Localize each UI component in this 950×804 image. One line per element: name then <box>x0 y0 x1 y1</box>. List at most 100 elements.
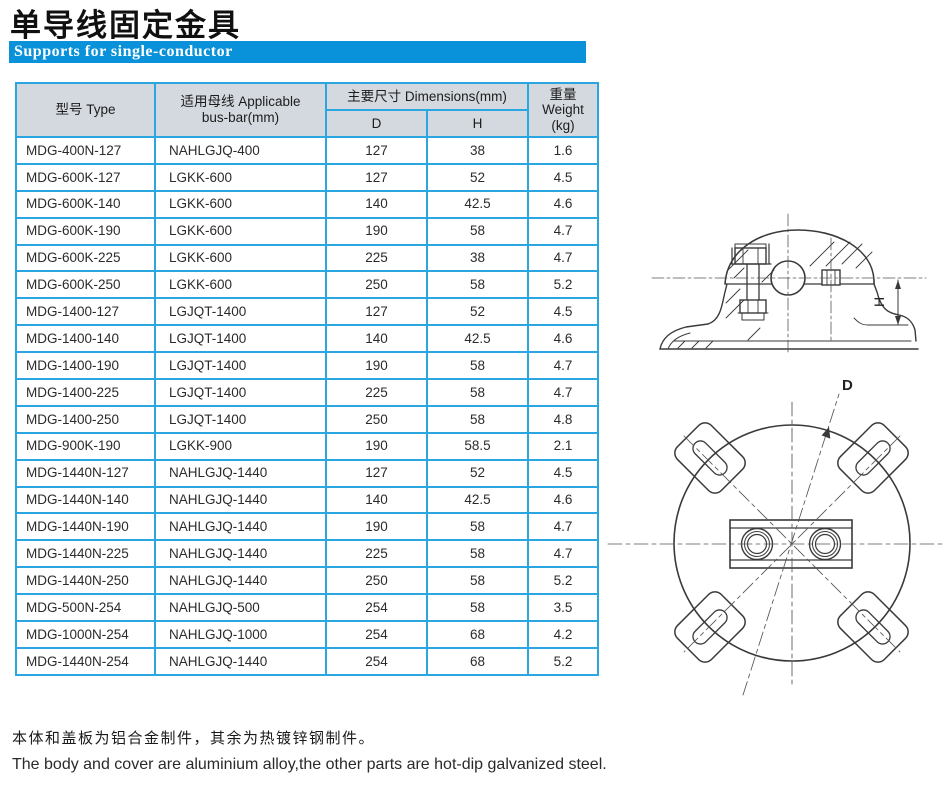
table-cell: MDG-1440N-140 <box>15 485 156 515</box>
table-cell: 58 <box>425 593 530 623</box>
table-cell: MDG-500N-254 <box>15 593 156 623</box>
table-cell: 4.2 <box>527 620 600 649</box>
table-row: MDG-1440N-250 NAHLGJQ-1440 250 58 5.2 <box>15 566 600 596</box>
table-cell: 4.5 <box>527 458 600 488</box>
table-cell: 127 <box>325 458 428 488</box>
table-row: MDG-1440N-225 NAHLGJQ-1440 225 58 4.7 <box>15 539 600 569</box>
header-weight-line2: Weight <box>542 102 584 118</box>
table-cell: LGJQT-1400 <box>154 404 327 434</box>
material-notes: 本体和盖板为铝合金制件，其余为热镀锌钢制件。 The body and cove… <box>12 727 942 778</box>
table-cell: MDG-400N-127 <box>15 136 156 165</box>
table-cell: 4.5 <box>527 162 600 192</box>
table-row: MDG-1400-140 LGJQT-1400 140 42.5 4.6 <box>15 324 600 354</box>
h-dimension: H <box>853 279 909 326</box>
table-cell: 190 <box>325 431 428 461</box>
table-cell: 190 <box>325 216 428 246</box>
d-dimension: D <box>821 377 853 439</box>
table-cell: 140 <box>325 189 428 219</box>
table-cell: NAHLGJQ-1440 <box>154 566 327 596</box>
table-cell: 52 <box>425 162 530 192</box>
table-cell: 5.2 <box>527 270 600 300</box>
table-cell: 58 <box>425 378 530 407</box>
table-cell: 5.2 <box>527 566 600 596</box>
table-row: MDG-600K-127 LGKK-600 127 52 4.5 <box>15 162 600 192</box>
table-cell: LGKK-600 <box>154 162 327 192</box>
spec-table-body: MDG-400N-127 NAHLGJQ-400 127 38 1.6 MDG-600K-… <box>15 136 600 676</box>
table-cell: 4.8 <box>527 404 600 434</box>
table-cell: 127 <box>325 136 428 165</box>
corner-tabs <box>674 422 909 663</box>
table-row: MDG-1440N-254 NAHLGJQ-1440 254 68 5.2 <box>15 646 600 676</box>
table-cell: NAHLGJQ-1440 <box>154 485 327 515</box>
table-cell: 127 <box>325 162 428 192</box>
table-cell: 58 <box>425 566 530 596</box>
table-cell: MDG-1400-140 <box>15 324 156 354</box>
table-cell: 190 <box>325 512 428 542</box>
table-cell: LGKK-600 <box>154 270 327 300</box>
table-cell: 38 <box>425 243 530 273</box>
section-banner-label: Supports for single-conductor <box>14 43 233 60</box>
table-cell: MDG-1000N-254 <box>15 620 156 649</box>
table-cell: 42.5 <box>425 324 530 354</box>
note-english: The body and cover are aluminium alloy,t… <box>12 756 607 773</box>
table-cell: 52 <box>425 458 530 488</box>
table-cell: MDG-600K-225 <box>15 243 156 273</box>
table-cell: 42.5 <box>425 189 530 219</box>
table-cell: LGKK-600 <box>154 243 327 273</box>
table-cell: 127 <box>325 297 428 327</box>
table-cell: NAHLGJQ-400 <box>154 136 327 165</box>
header-busbar-line2: bus-bar(mm) <box>201 110 280 125</box>
table-cell: LGKK-600 <box>154 189 327 219</box>
base-outline <box>673 424 911 662</box>
table-cell: 140 <box>325 324 428 354</box>
table-cell: NAHLGJQ-1440 <box>154 458 327 488</box>
table-cell: 58 <box>425 539 530 569</box>
table-cell: 4.7 <box>527 539 600 569</box>
header-dimensions: 主要尺寸 Dimensions(mm) <box>324 82 530 111</box>
table-cell: MDG-900K-190 <box>15 431 156 461</box>
table-cell: MDG-1400-225 <box>15 378 156 407</box>
table-cell: MDG-1440N-127 <box>15 458 156 488</box>
table-cell: 4.7 <box>527 351 600 381</box>
table-cell: LGJQT-1400 <box>154 378 327 407</box>
table-row: MDG-1400-225 LGJQT-1400 225 58 4.7 <box>15 378 600 407</box>
table-row: MDG-1440N-190 NAHLGJQ-1440 190 58 4.7 <box>15 512 600 542</box>
table-cell: 68 <box>425 646 530 676</box>
table-row: MDG-1000N-254 NAHLGJQ-1000 254 68 4.2 <box>15 620 600 649</box>
table-cell: MDG-600K-127 <box>15 162 156 192</box>
table-cell: 4.5 <box>527 297 600 327</box>
table-cell: 4.6 <box>527 485 600 515</box>
table-cell: MDG-1440N-225 <box>15 539 156 569</box>
table-row: MDG-400N-127 NAHLGJQ-400 127 38 1.6 <box>15 136 600 165</box>
table-cell: LGKK-900 <box>154 431 327 461</box>
header-weight: 重量 Weight (kg) <box>527 82 600 138</box>
table-row: MDG-1400-190 LGJQT-1400 190 58 4.7 <box>15 351 600 381</box>
table-cell: MDG-1440N-250 <box>15 566 156 596</box>
table-row: MDG-900K-190 LGKK-900 190 58.5 2.1 <box>15 431 600 461</box>
table-cell: NAHLGJQ-1000 <box>154 620 327 649</box>
table-cell: 4.6 <box>527 189 600 219</box>
d-dimension-label: D <box>842 377 853 394</box>
table-cell: NAHLGJQ-1440 <box>154 646 327 676</box>
table-row: MDG-600K-140 LGKK-600 140 42.5 4.6 <box>15 189 600 219</box>
table-row: MDG-1400-250 LGJQT-1400 250 58 4.8 <box>15 404 600 434</box>
table-cell: 58 <box>425 216 530 246</box>
table-cell: 58 <box>425 351 530 381</box>
table-row: MDG-1440N-127 NAHLGJQ-1440 127 52 4.5 <box>15 458 600 488</box>
table-cell: 38 <box>425 136 530 165</box>
table-cell: 58 <box>425 512 530 542</box>
clamp-body <box>707 283 917 342</box>
table-cell: MDG-1400-127 <box>15 297 156 327</box>
table-row: MDG-600K-225 LGKK-600 225 38 4.7 <box>15 243 600 273</box>
table-cell: 4.7 <box>527 512 600 542</box>
table-cell: 68 <box>425 620 530 649</box>
table-cell: 250 <box>325 566 428 596</box>
page-title: 单导线固定金具 <box>10 8 241 44</box>
table-cell: 52 <box>425 297 530 327</box>
table-cell: 42.5 <box>425 485 530 515</box>
table-cell: MDG-1440N-190 <box>15 512 156 542</box>
table-row: MDG-1400-127 LGJQT-1400 127 52 4.5 <box>15 297 600 327</box>
header-weight-line1: 重量 <box>549 86 577 102</box>
table-cell: 190 <box>325 351 428 381</box>
